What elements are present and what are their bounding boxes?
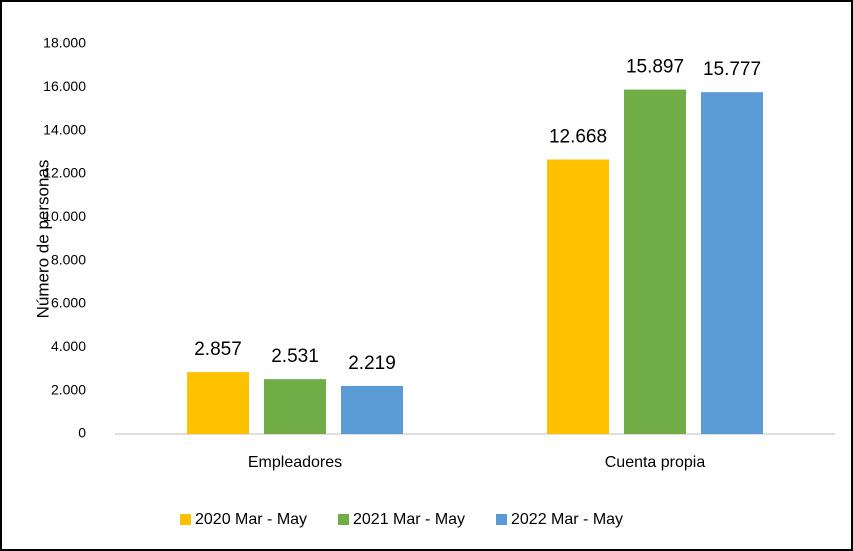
data-label: 15.897 — [626, 57, 684, 78]
y-tick-label: 18.000 — [43, 35, 86, 51]
legend-swatch — [496, 514, 507, 525]
y-tick-label: 16.000 — [43, 78, 86, 94]
y-tick-label: 14.000 — [43, 121, 86, 137]
y-tick-label: 12.000 — [43, 165, 86, 181]
data-label: 2.219 — [348, 353, 396, 374]
bar — [701, 92, 763, 434]
y-tick-label: 6.000 — [51, 295, 86, 311]
y-tick-label: 10.000 — [43, 208, 86, 224]
data-label: 15.777 — [703, 59, 761, 80]
y-tick-label: 8.000 — [51, 251, 86, 267]
data-label: 2.531 — [271, 346, 319, 367]
bar — [624, 89, 686, 434]
data-label: 2.857 — [194, 339, 242, 360]
legend-label: 2020 Mar - May — [195, 511, 307, 528]
data-label: 12.668 — [549, 127, 607, 148]
legend-swatch — [180, 514, 191, 525]
x-tick-label: Empleadores — [248, 454, 342, 471]
legend-swatch — [338, 514, 349, 525]
legend-label: 2021 Mar - May — [353, 511, 465, 528]
bar — [341, 385, 403, 434]
y-axis-label: Número de personas — [33, 160, 52, 319]
bar — [264, 379, 326, 434]
x-tick-label: Cuenta propia — [605, 454, 706, 471]
y-tick-label: 2.000 — [51, 381, 86, 397]
y-tick-label: 0 — [78, 425, 86, 441]
bar — [547, 159, 609, 434]
legend-label: 2022 Mar - May — [511, 511, 623, 528]
y-tick-label: 4.000 — [51, 338, 86, 354]
bar — [187, 372, 249, 434]
